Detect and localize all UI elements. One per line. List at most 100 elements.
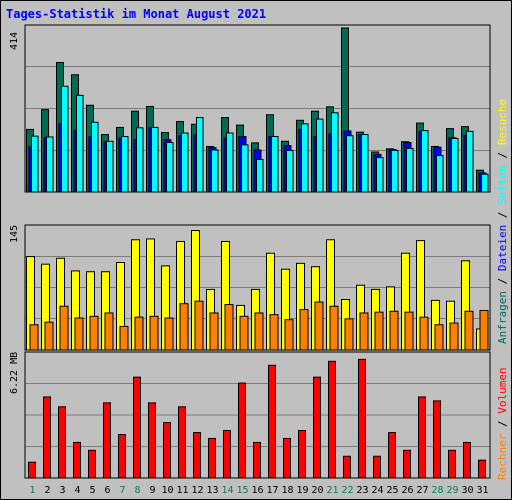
day-label-26: 26 [401, 485, 413, 496]
bar-seiten-24 [376, 157, 384, 193]
bar-volumen-10 [163, 422, 171, 479]
bar-rechner-14 [224, 304, 234, 351]
legend-requests: Anfragen / Dateien / Seiten / Besuche [496, 99, 509, 344]
legend-item-rechner: Rechner [496, 433, 509, 480]
bar-seiten-15 [241, 144, 249, 193]
bar-volumen-15 [238, 382, 246, 479]
bar-rechner-18 [284, 319, 294, 351]
bar-seiten-5 [91, 121, 99, 193]
bar-seiten-1 [31, 135, 39, 193]
day-label-7: 7 [119, 485, 125, 496]
bar-rechner-27 [419, 316, 429, 351]
day-label-22: 22 [341, 485, 353, 496]
bar-volumen-31 [478, 459, 486, 479]
legend-separator: / [496, 145, 509, 166]
bar-rechner-21 [329, 305, 339, 351]
bar-seiten-23 [361, 134, 369, 193]
bar-volumen-3 [58, 406, 66, 479]
day-label-13: 13 [206, 485, 218, 496]
bar-rechner-29 [449, 322, 459, 351]
day-label-27: 27 [416, 485, 428, 496]
bar-seiten-16 [256, 159, 264, 193]
bar-rechner-15 [239, 315, 249, 351]
bar-rechner-24 [374, 311, 384, 351]
bar-seiten-7 [121, 136, 129, 193]
legend-item-anfragen: Anfragen [496, 291, 509, 344]
day-label-20: 20 [311, 485, 323, 496]
bar-volumen-4 [73, 441, 81, 479]
day-label-21: 21 [326, 485, 338, 496]
bar-volumen-5 [88, 449, 96, 479]
bar-seiten-2 [46, 136, 54, 193]
bar-seiten-10 [166, 141, 174, 193]
day-label-12: 12 [191, 485, 203, 496]
bar-seiten-4 [76, 94, 84, 193]
bar-volumen-20 [313, 376, 321, 479]
bar-volumen-21 [328, 360, 336, 479]
day-label-28: 28 [431, 485, 443, 496]
bar-rechner-30 [464, 310, 474, 351]
bar-rechner-9 [149, 315, 159, 351]
bar-rechner-5 [89, 315, 99, 351]
legend-separator: / [496, 204, 509, 225]
bar-volumen-22 [343, 455, 351, 479]
day-label-30: 30 [461, 485, 473, 496]
day-label-25: 25 [386, 485, 398, 496]
day-label-8: 8 [134, 485, 140, 496]
legend-item-volumen: Volumen [496, 367, 509, 414]
bar-rechner-16 [254, 312, 264, 351]
bar-rechner-12 [194, 300, 204, 351]
bar-seiten-6 [106, 140, 114, 193]
bar-volumen-30 [463, 441, 471, 479]
legend-item-besuche: Besuche [496, 98, 509, 146]
bar-volumen-26 [403, 449, 411, 479]
requests-max-label: 414 [9, 31, 20, 50]
bar-volumen-7 [118, 433, 126, 479]
bar-seiten-13 [211, 149, 219, 193]
bar-seiten-20 [316, 118, 324, 193]
bar-volumen-18 [283, 437, 291, 479]
bar-rechner-8 [134, 316, 144, 351]
day-label-17: 17 [266, 485, 278, 496]
bar-rechner-22 [344, 318, 354, 351]
bar-volumen-11 [178, 406, 186, 479]
bar-seiten-11 [181, 132, 189, 193]
bar-seiten-18 [286, 149, 294, 193]
day-label-2: 2 [44, 485, 50, 496]
day-label-4: 4 [74, 485, 80, 496]
day-label-24: 24 [371, 485, 383, 496]
bar-rechner-4 [74, 317, 84, 351]
bar-volumen-27 [418, 396, 426, 479]
bar-volumen-9 [148, 402, 156, 479]
bar-seiten-17 [271, 136, 279, 193]
legend-separator: / [496, 271, 509, 292]
bar-rechner-23 [359, 312, 369, 351]
bar-seiten-12 [196, 117, 204, 193]
bar-seiten-8 [136, 127, 144, 193]
legend-item-seiten: Seiten [496, 165, 509, 205]
bar-volumen-12 [193, 432, 201, 479]
bar-volumen-23 [358, 358, 366, 479]
bar-seiten-3 [61, 85, 69, 193]
day-label-14: 14 [221, 485, 233, 496]
day-label-10: 10 [161, 485, 173, 496]
day-label-11: 11 [176, 485, 188, 496]
bar-rechner-6 [104, 312, 114, 351]
bar-seiten-27 [421, 130, 429, 193]
bar-rechner-28 [434, 324, 444, 351]
day-label-31: 31 [476, 485, 488, 496]
bar-seiten-29 [451, 138, 459, 193]
day-label-19: 19 [296, 485, 308, 496]
bar-rechner-7 [119, 325, 129, 351]
bar-rechner-19 [299, 309, 309, 351]
legend-separator: / [496, 413, 509, 434]
bar-volumen-8 [133, 376, 141, 479]
bar-seiten-31 [481, 173, 489, 193]
bar-rechner-11 [179, 303, 189, 351]
bar-seiten-25 [391, 149, 399, 193]
bar-seiten-19 [301, 123, 309, 193]
legend-item-dateien: Dateien [496, 224, 509, 272]
day-label-23: 23 [356, 485, 368, 496]
bar-seiten-30 [466, 130, 474, 193]
